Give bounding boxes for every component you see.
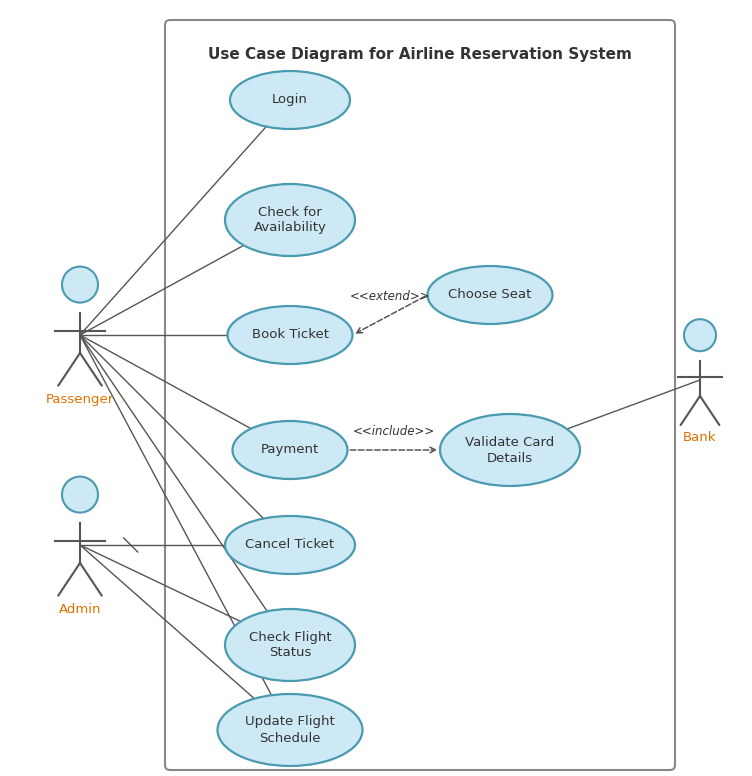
Text: Update Flight
Schedule: Update Flight Schedule [245, 715, 335, 744]
Text: <<include>>: <<include>> [353, 425, 435, 438]
Ellipse shape [440, 414, 580, 486]
Circle shape [62, 267, 98, 303]
Ellipse shape [225, 609, 355, 681]
Ellipse shape [225, 184, 355, 256]
Text: Passenger: Passenger [46, 393, 114, 406]
Ellipse shape [217, 694, 362, 766]
Ellipse shape [230, 71, 350, 129]
Text: Check for
Availability: Check for Availability [253, 206, 326, 234]
Circle shape [684, 319, 716, 352]
Ellipse shape [427, 266, 553, 324]
Text: Validate Card
Details: Validate Card Details [465, 435, 555, 465]
Text: Choose Seat: Choose Seat [448, 289, 532, 302]
Ellipse shape [228, 306, 353, 364]
Ellipse shape [232, 421, 347, 479]
Text: Login: Login [272, 93, 308, 106]
Text: Admin: Admin [59, 603, 102, 615]
Text: Payment: Payment [261, 444, 319, 456]
Text: Book Ticket: Book Ticket [251, 328, 329, 341]
Text: Check Flight
Status: Check Flight Status [249, 630, 332, 660]
Text: Bank: Bank [684, 431, 717, 444]
Circle shape [62, 476, 98, 513]
Text: Cancel Ticket: Cancel Ticket [245, 539, 335, 552]
Text: Use Case Diagram for Airline Reservation System: Use Case Diagram for Airline Reservation… [208, 47, 632, 62]
Ellipse shape [225, 516, 355, 574]
FancyBboxPatch shape [165, 20, 675, 770]
Text: <<extend>>: <<extend>> [350, 290, 430, 303]
